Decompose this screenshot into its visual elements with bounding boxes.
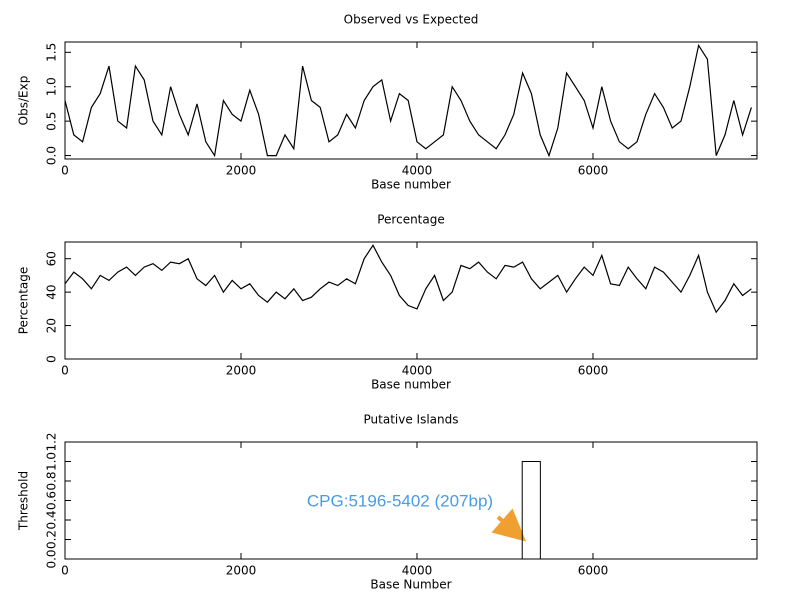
y-tick-label: 20 [45,318,59,333]
y-tick-label: 60 [45,251,59,266]
x-tick-label: 6000 [578,364,609,378]
plot-frame [64,41,758,160]
y-axis-label: Threshold [17,471,31,531]
y-tick-label: 0 [45,355,59,363]
y-tick-label: 0.2 [45,530,59,549]
y-tick-label: 0.6 [45,491,59,510]
y-tick-label: 1.2 [45,432,59,451]
data-line [64,43,752,158]
x-tick-label: 4000 [402,364,433,378]
y-tick-label: 1.5 [45,43,59,62]
y-tick-label: 1.0 [45,452,59,471]
x-tick-label: 2000 [226,564,257,578]
x-tick-label: 6000 [578,164,609,178]
plot-frame [64,441,758,560]
x-tick-label: 6000 [578,564,609,578]
y-tick-label: 0.0 [45,146,59,165]
x-tick-label: 4000 [402,164,433,178]
x-tick-label: 0 [61,364,69,378]
chart-title: Putative Islands [364,413,459,427]
data-line [64,244,752,314]
y-axis-label: Obs/Exp [17,76,31,126]
x-axis-label: Base number [371,178,451,192]
annotation-arrow [491,508,527,542]
x-tick-label: 0 [61,564,69,578]
chart-title: Percentage [377,213,445,227]
y-tick-label: 0.8 [45,471,59,490]
x-tick-label: 2000 [226,164,257,178]
plot-frame [64,241,758,360]
x-tick-label: 4000 [402,564,433,578]
y-tick-label: 0.4 [45,510,59,529]
x-axis-label: Base Number [370,578,451,592]
y-tick-label: 0.5 [45,112,59,131]
island-bar [521,461,541,560]
y-tick-label: 0.0 [45,549,59,568]
y-tick-label: 40 [45,285,59,300]
x-tick-label: 0 [61,164,69,178]
x-tick-label: 2000 [226,364,257,378]
y-tick-label: 1.0 [45,77,59,96]
y-axis-label: Percentage [17,267,31,335]
annotation: CPG:5196-5402 (207bp) [307,491,493,510]
x-axis-label: Base number [371,378,451,392]
chart-title: Observed vs Expected [344,13,479,27]
